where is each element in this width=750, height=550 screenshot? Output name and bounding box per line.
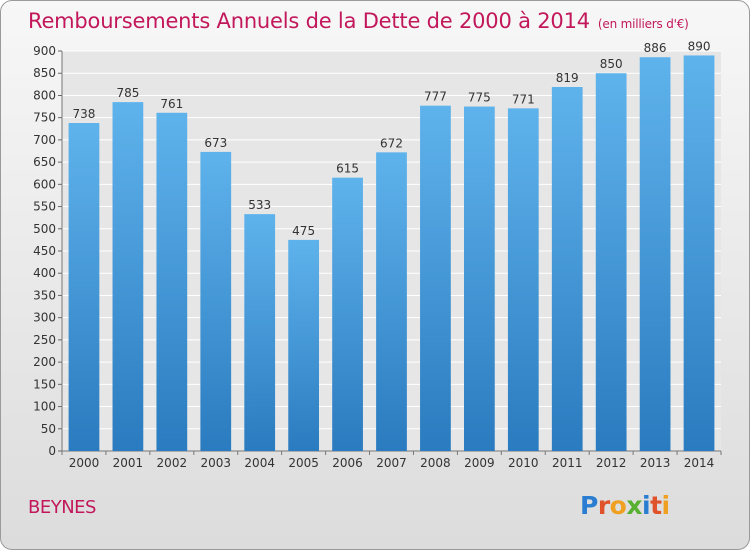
y-tick-label: 800 — [33, 88, 56, 102]
bar-value-label: 673 — [204, 136, 227, 150]
bar-value-label: 533 — [248, 198, 271, 212]
y-tick-label: 300 — [33, 311, 56, 325]
logo-letter: i — [661, 491, 671, 520]
chart-title: Remboursements Annuels de la Dette de 20… — [28, 9, 689, 33]
x-tick-label: 2004 — [244, 456, 275, 470]
bar — [332, 177, 363, 451]
bar — [595, 73, 627, 451]
x-tick-label: 2001 — [113, 456, 144, 470]
logo-letter: r — [597, 491, 610, 520]
x-tick-label: 2007 — [376, 456, 407, 470]
title-text: Remboursements Annuels de la Dette de 20… — [28, 9, 590, 33]
y-tick-label: 650 — [33, 155, 56, 169]
y-tick-label: 250 — [33, 333, 56, 347]
x-tick-label: 2009 — [464, 456, 495, 470]
bar — [463, 106, 495, 452]
x-tick-label: 2000 — [69, 456, 100, 470]
bar — [507, 108, 539, 451]
bar-value-label: 761 — [160, 97, 183, 111]
bar-value-label: 738 — [73, 107, 96, 121]
x-tick-label: 2008 — [420, 456, 451, 470]
x-tick-label: 2010 — [508, 456, 539, 470]
bar — [639, 57, 671, 451]
x-tick-label: 2006 — [332, 456, 363, 470]
bar-value-label: 777 — [424, 90, 447, 104]
y-tick-label: 900 — [33, 44, 56, 58]
city-label: BEYNES — [28, 497, 96, 518]
bar — [200, 151, 232, 451]
bar — [376, 152, 407, 452]
x-tick-label: 2005 — [288, 456, 319, 470]
bar — [288, 239, 320, 451]
bar — [112, 102, 144, 451]
x-tick-label: 2014 — [684, 456, 715, 470]
y-tick-label: 450 — [33, 244, 56, 258]
bar-value-label: 475 — [292, 224, 315, 238]
logo-letter: t — [650, 491, 662, 520]
bar-value-label: 819 — [556, 71, 579, 85]
x-tick-label: 2002 — [157, 456, 188, 470]
y-tick-label: 200 — [33, 355, 56, 369]
y-tick-label: 850 — [33, 66, 56, 80]
logo-letter: o — [609, 491, 627, 520]
x-tick-label: 2012 — [596, 456, 627, 470]
y-tick-label: 500 — [33, 222, 56, 236]
logo-letter: i — [642, 491, 651, 520]
x-tick-label: 2003 — [200, 456, 231, 470]
bar — [551, 87, 583, 451]
chart-subtitle: (en milliers d'€) — [597, 17, 689, 31]
bar-value-label: 890 — [688, 39, 711, 53]
proxiti-logo: Proxiti — [580, 491, 670, 520]
y-tick-label: 700 — [33, 133, 56, 147]
bar-value-label: 615 — [336, 162, 359, 176]
y-tick-label: 50 — [41, 422, 56, 436]
bar — [244, 214, 276, 451]
bar — [156, 112, 188, 452]
bar-value-label: 771 — [512, 92, 535, 106]
bar-value-label: 886 — [644, 41, 667, 55]
logo-letter: P — [580, 491, 598, 520]
bar — [683, 55, 715, 451]
y-tick-label: 350 — [33, 288, 56, 302]
bar-value-label: 775 — [468, 91, 491, 105]
bar — [68, 123, 100, 451]
x-tick-label: 2011 — [552, 456, 583, 470]
bar-value-label: 672 — [380, 136, 403, 150]
y-tick-label: 400 — [33, 266, 56, 280]
y-tick-label: 600 — [33, 177, 56, 191]
bar-value-label: 850 — [600, 57, 623, 71]
x-tick-label: 2013 — [640, 456, 671, 470]
y-tick-label: 550 — [33, 200, 56, 214]
y-tick-label: 0 — [48, 444, 56, 458]
y-tick-label: 750 — [33, 111, 56, 125]
y-tick-label: 150 — [33, 377, 56, 391]
bar — [420, 105, 451, 452]
y-tick-label: 100 — [33, 400, 56, 414]
bar-value-label: 785 — [116, 86, 139, 100]
logo-letter: x — [626, 491, 642, 520]
